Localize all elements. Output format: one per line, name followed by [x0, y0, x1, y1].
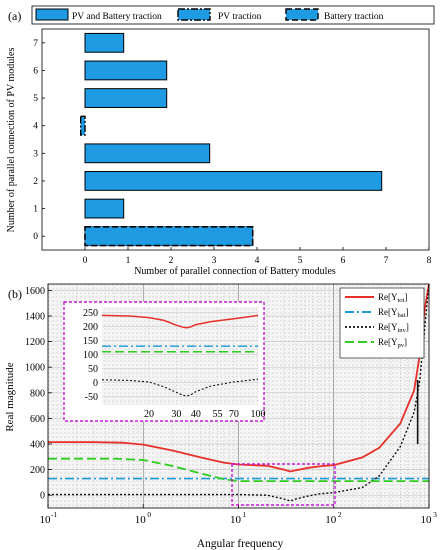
bar-series-0-cat-2 [84, 171, 383, 191]
x-tick-label-1: 1 [126, 256, 131, 266]
bar-series-0-cat-1 [84, 198, 125, 219]
panel-a-bar-chart: (a) PV and Battery traction PV traction … [6, 5, 435, 277]
inset-plot-area [102, 307, 258, 405]
legend-swatch-pv [177, 8, 211, 21]
inset-y-tick--50: -50 [85, 392, 98, 403]
panel-b-y-ticks: 0 200 400 600 800 1000 1200 1400 1600 [25, 286, 52, 502]
inset-lines [101, 314, 259, 397]
inset-y-tick-0: 0 [93, 378, 98, 389]
inset-grid [102, 307, 259, 405]
bar-series-0-cat-6 [84, 60, 168, 81]
inset-x-tick-70: 70 [229, 409, 239, 420]
legend-swatch-battery [285, 8, 319, 21]
inset-x-ticks: 20 30 40 55 70 100 [144, 409, 266, 420]
panel-a-x-axis-label: Number of parallel connection of Battery… [134, 266, 336, 277]
y-tick-label-6: 6 [33, 66, 38, 76]
x-tick-label-8: 8 [427, 256, 432, 266]
bar-series-2-cat-0 [84, 225, 254, 247]
x-tick-label-1: 10 [230, 514, 242, 526]
inset-series-line-2 [101, 378, 259, 397]
panel-b-lines [48, 283, 430, 502]
y-tick-label-600: 600 [30, 414, 45, 425]
y-tick-label-1600: 1600 [25, 286, 45, 297]
inset-y-tick-50: 50 [88, 364, 98, 375]
inset-x-tick-40: 40 [191, 409, 201, 420]
panel-b-y-axis-label: Real magnitude [4, 362, 16, 431]
y-tick-label-4: 4 [33, 122, 38, 132]
series-line-2 [48, 283, 430, 502]
inset-y-tick-200: 200 [83, 322, 98, 333]
y-tick-label-3: 3 [33, 149, 38, 159]
series-line-0 [48, 283, 430, 473]
panel-b-legend: Re[Ytot]Re[Ybat]Re[Yinv]Re[Ypv] [339, 287, 425, 359]
y-tick-label-1000: 1000 [25, 363, 45, 374]
y-tick-label-2: 2 [33, 177, 38, 187]
bar-series-1-cat-4 [79, 115, 86, 136]
legend-swatch-pv-battery [35, 8, 69, 21]
inset-x-tick-55: 55 [212, 409, 222, 420]
y-tick-label-200: 200 [30, 465, 45, 476]
inset-x-tick-100: 100 [251, 409, 266, 420]
x-tick-label--1: 10 [40, 514, 52, 526]
y-tick-label-1400: 1400 [25, 312, 45, 323]
zoom-region-box [231, 463, 336, 506]
x-tick-label-5: 5 [298, 256, 303, 266]
legend-label-pv: PV traction [218, 12, 262, 22]
legend-label-pv-battery: PV and Battery traction [72, 12, 162, 22]
panel-a-axes-frame [41, 28, 430, 251]
y-tick-label-7: 7 [33, 39, 38, 49]
x-tick-exp--1: -1 [51, 510, 57, 519]
legend-b-frame [339, 287, 425, 359]
panel-a-legend: PV and Battery traction PV traction Batt… [31, 5, 435, 25]
x-tick-label-3: 3 [212, 256, 217, 266]
x-tick-exp-2: 2 [338, 510, 342, 519]
panel-b-x-ticks: 10 -1 10 0 10 1 10 2 10 3 [40, 504, 437, 526]
panel-a-y-axis-label: Number of parallel connection of PV modu… [6, 48, 17, 233]
x-tick-label-0: 10 [135, 514, 147, 526]
legend-label-battery: Battery traction [324, 12, 384, 22]
x-tick-label-0: 0 [83, 256, 88, 266]
x-tick-label-3: 10 [421, 514, 433, 526]
x-tick-label-6: 6 [341, 256, 346, 266]
inset-y-tick-150: 150 [83, 336, 98, 347]
legend-frame [31, 5, 435, 25]
x-tick-label-2: 10 [325, 514, 337, 526]
panel-a-x-ticks: 0 1 2 3 4 5 6 7 8 [83, 247, 432, 266]
panel-b-label: (b) [8, 287, 22, 301]
x-tick-exp-0: 0 [147, 510, 151, 519]
y-tick-label-1: 1 [33, 205, 38, 215]
inset-series-line-0 [101, 314, 259, 329]
panel-a-y-ticks: 0 1 2 3 4 5 6 7 [33, 39, 45, 242]
x-tick-exp-1: 1 [243, 510, 247, 519]
x-tick-label-7: 7 [384, 256, 389, 266]
panel-b-x-axis-label: Angular frequency [197, 538, 284, 550]
inset-y-ticks: 250 200 150 100 50 0 -50 [83, 308, 98, 403]
inset-x-tick-30: 30 [171, 409, 181, 420]
y-tick-label-0: 0 [40, 491, 45, 502]
bar-series-0-cat-5 [84, 88, 168, 108]
panel-a-bars [79, 32, 383, 247]
panel-a-label: (a) [8, 9, 21, 23]
inset-zoom-plot: 250 200 150 100 50 0 -50 20 30 40 55 70 100 [63, 301, 266, 422]
y-tick-label-400: 400 [30, 440, 45, 451]
y-tick-label-0: 0 [33, 232, 38, 242]
inset-y-tick-100: 100 [83, 350, 98, 361]
x-tick-label-2: 2 [169, 256, 174, 266]
y-tick-label-1200: 1200 [25, 337, 45, 348]
inset-y-tick-250: 250 [83, 308, 98, 319]
inset-x-tick-20: 20 [144, 409, 154, 420]
x-tick-exp-3: 3 [433, 510, 437, 519]
bar-series-0-cat-7 [84, 32, 125, 53]
y-tick-label-5: 5 [33, 94, 38, 104]
x-tick-label-4: 4 [255, 256, 260, 266]
y-tick-label-800: 800 [30, 388, 45, 399]
bar-series-0-cat-3 [84, 143, 211, 164]
